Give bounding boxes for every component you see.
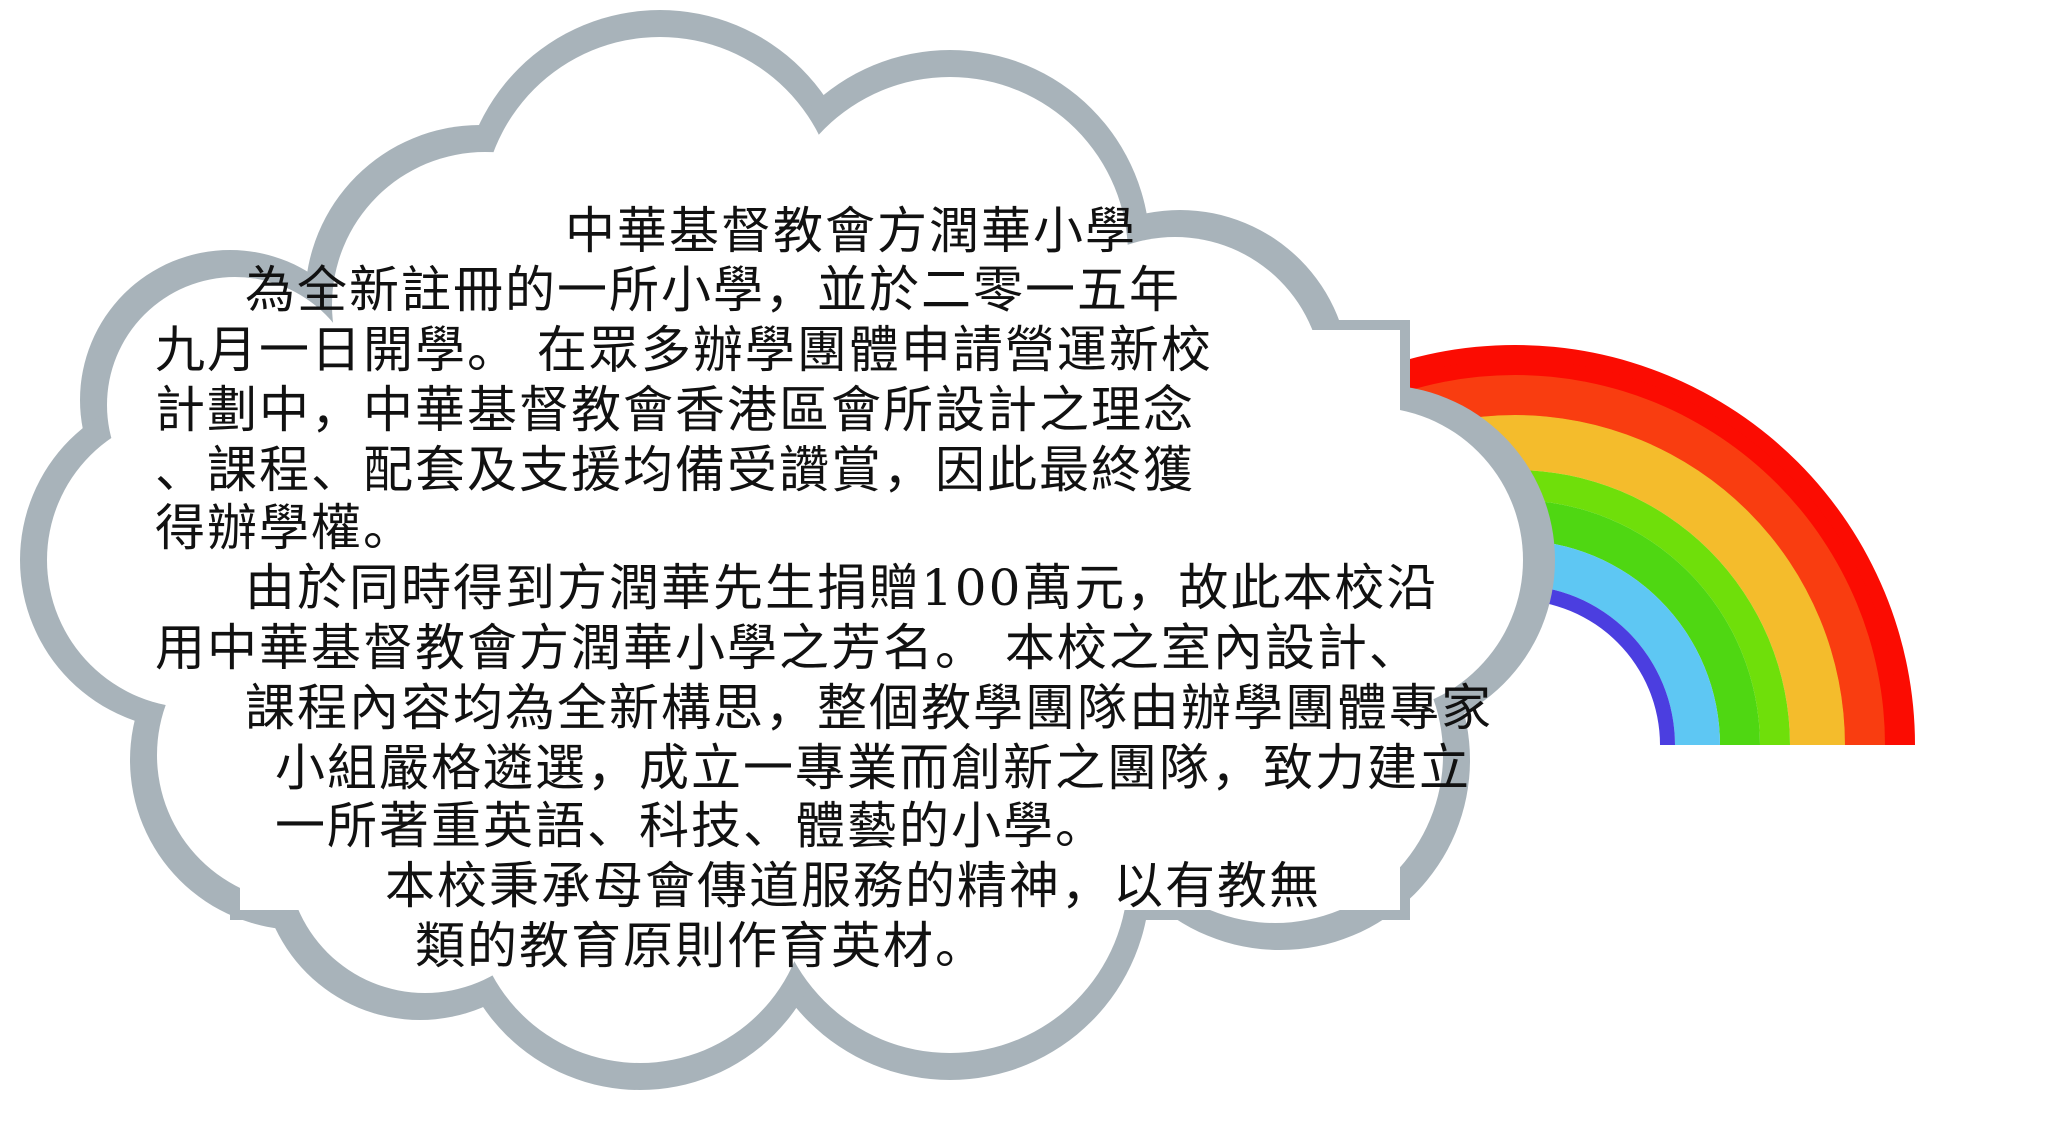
paragraph-2-line-1: 由於同時得到方潤華先生捐贈100萬元，故此本校沿: [245, 559, 1439, 617]
paragraph-1-line-4: 、課程、配套及支援均備受讚賞，因此最終獲: [155, 441, 1195, 499]
paragraph-3-line-1: 本校秉承母會傳道服務的精神，以有教無: [385, 857, 1321, 915]
paragraph-1-line-1: 為全新註冊的一所小學，並於二零一五年: [245, 261, 1181, 319]
paragraph-2-line-3: 課程內容均為全新構思，整個教學團隊由辦學團體專家: [245, 679, 1493, 737]
paragraph-1-line-2: 九月一日開學。 在眾多辦學團體申請營運新校: [155, 321, 1213, 379]
cloud: [20, 10, 1555, 1090]
paragraph-2-line-5: 一所著重英語、科技、體藝的小學。: [275, 797, 1107, 855]
paragraph-1-line-3: 計劃中，中華基督教會香港區會所設計之理念: [155, 381, 1195, 439]
cloud-fill: [47, 37, 1523, 1063]
school-title: 中華基督教會方潤華小學: [565, 202, 1137, 260]
paragraph-1-line-5: 得辦學權。: [155, 499, 415, 557]
paragraph-3-line-2: 類的教育原則作育英材。: [415, 917, 987, 975]
paragraph-2-line-2: 用中華基督教會方潤華小學之芳名。 本校之室內設計、: [155, 619, 1421, 677]
paragraph-2-line-4: 小組嚴格遴選，成立一專業而創新之團隊，致力建立: [275, 739, 1471, 797]
